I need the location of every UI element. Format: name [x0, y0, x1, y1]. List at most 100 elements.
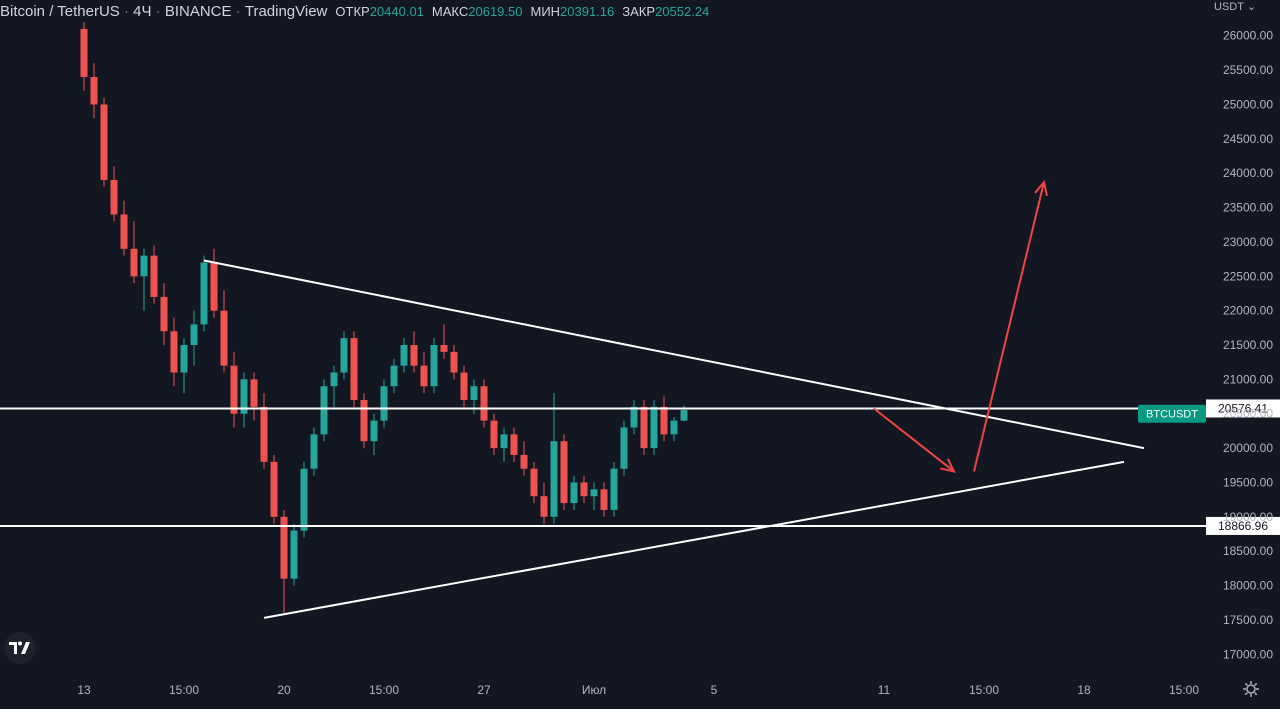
candle [220, 290, 228, 373]
candle-body [650, 406, 658, 449]
forecast-arrow [973, 179, 1048, 472]
candle [360, 393, 368, 449]
candle [80, 22, 88, 91]
candle-body [550, 441, 558, 517]
candle [230, 351, 238, 428]
price-badge-label: BTCUSDT [1146, 409, 1198, 421]
candle [630, 399, 638, 435]
candle-body [140, 255, 148, 277]
candle-body [410, 345, 418, 366]
price-tick-label: 21000.00 [1223, 372, 1273, 386]
candle [510, 427, 518, 462]
candle [590, 482, 598, 510]
candle-body [300, 468, 308, 531]
candles-group [80, 22, 688, 614]
candle [290, 523, 298, 586]
candle-body [340, 338, 348, 373]
time-tick-label: 13 [77, 683, 91, 697]
candle [420, 351, 428, 394]
candle [350, 331, 358, 407]
candle-body [390, 365, 398, 387]
candle-body [490, 420, 498, 449]
candle [410, 331, 418, 373]
tradingview-logo-icon[interactable] [4, 632, 36, 664]
price-tick-label: 17000.00 [1223, 647, 1273, 661]
candle [140, 248, 148, 311]
candle-body [520, 454, 528, 469]
symbol-header[interactable]: Bitcoin / TetherUS · 4Ч · BINANCE · Trad… [0, 0, 709, 22]
candle [390, 358, 398, 394]
candle [330, 365, 338, 407]
time-tick-label: 27 [477, 683, 491, 697]
candle-body [420, 365, 428, 387]
candle-body [480, 386, 488, 421]
price-tick-label: 23000.00 [1223, 235, 1273, 249]
candle [550, 393, 558, 524]
header-separator: · [119, 2, 134, 20]
arrow-head [940, 458, 956, 473]
candle-body [180, 345, 188, 373]
candle-body [570, 482, 578, 504]
candle [620, 420, 628, 476]
price-axis: 17000.00 17500.00 18000.00 18500.00 19000.00… [1223, 29, 1273, 662]
candle [120, 200, 128, 256]
candle-body [450, 351, 458, 373]
currency-selector[interactable]: USDT ⌄ [1214, 0, 1256, 13]
candle-body [270, 461, 278, 517]
candle-body [130, 248, 138, 277]
candle-body [350, 338, 358, 400]
candle [160, 283, 168, 345]
candle [320, 379, 328, 442]
interval-label[interactable]: 4Ч [133, 2, 152, 20]
candle-body [370, 420, 378, 442]
candle [180, 338, 188, 394]
symbol-name[interactable]: Bitcoin / TetherUS [0, 2, 120, 20]
close-label: ЗАКР [622, 3, 656, 19]
candle [380, 379, 388, 428]
price-tick-label: 19500.00 [1223, 475, 1273, 489]
candle-body [320, 386, 328, 435]
candle-body [220, 310, 228, 366]
candle-body [190, 324, 198, 345]
high-value: 20619.50 [468, 3, 523, 19]
candle-body [630, 406, 638, 428]
time-tick-label: 18 [1077, 683, 1091, 697]
candle-body [260, 406, 268, 462]
exchange-label: BINANCE [164, 2, 232, 20]
price-tick-label: 21500.00 [1223, 338, 1273, 352]
candle-body [250, 379, 258, 407]
price-tick-label: 25500.00 [1223, 63, 1273, 77]
candle-body [210, 262, 218, 311]
price-tick-label: 22000.00 [1223, 304, 1273, 318]
candle [340, 331, 348, 380]
candle [190, 310, 198, 366]
forecast-arrow [873, 407, 956, 473]
low-label: МИН [530, 3, 561, 19]
candle-body [510, 434, 518, 455]
candle [400, 338, 408, 373]
candle [210, 248, 218, 318]
candle-body [280, 516, 288, 579]
candle-body [90, 76, 98, 105]
candle [310, 427, 318, 476]
candle [250, 372, 258, 421]
candle [130, 221, 138, 284]
candle [580, 475, 588, 504]
time-axis: 13 15:00 20 15:00 27 Июл 5 11 15:00 18 15:00 [77, 683, 1199, 697]
arrow-shaft [873, 407, 955, 473]
candle-body [160, 296, 168, 332]
time-tick-label: 15:00 [1169, 683, 1199, 697]
candle [460, 365, 468, 407]
candle-body [150, 255, 158, 297]
high-label: МАКС [431, 3, 469, 19]
candle-body [170, 331, 178, 373]
level-label: 20576.41 [1218, 401, 1268, 415]
low-value: 20391.16 [560, 3, 615, 19]
candle [490, 413, 498, 455]
gear-shape [1243, 681, 1259, 697]
candle-body [440, 345, 448, 352]
candle [570, 475, 578, 510]
gear-icon[interactable] [1242, 680, 1260, 698]
